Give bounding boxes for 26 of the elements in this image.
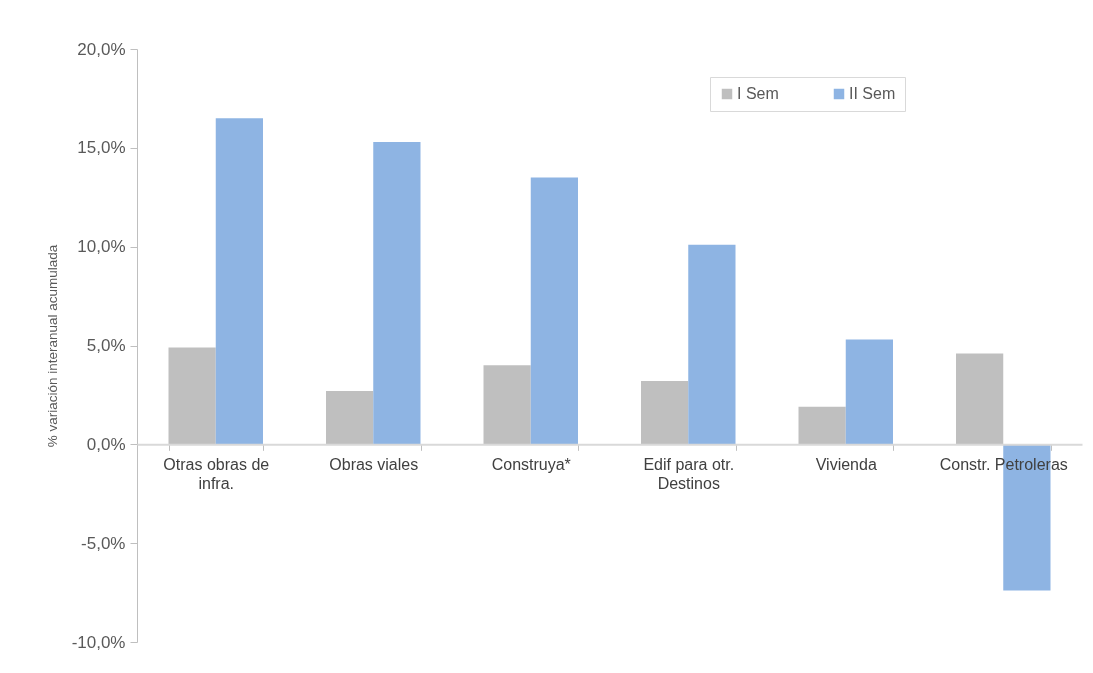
bar [168, 347, 216, 445]
bar [798, 406, 846, 445]
y-axis-title: % variación interanual acumulada [44, 244, 60, 448]
bar [373, 141, 421, 445]
y-tick-label: -5,0% [81, 533, 126, 553]
bar [483, 365, 531, 445]
bar [641, 381, 689, 445]
legend-label: I Sem [737, 85, 779, 102]
y-tick-label: -10,0% [71, 632, 126, 652]
x-tick-label: Otras obras de infra. [163, 455, 270, 492]
y-tick-label: 20,0% [77, 39, 126, 59]
y-tick-label: 5,0% [86, 336, 126, 355]
y-tick-label: 0,0% [86, 434, 126, 454]
bar [326, 390, 374, 445]
bar [845, 339, 893, 445]
x-tick-label: Vivienda [815, 455, 877, 473]
bar [530, 177, 578, 445]
legend-label: II Sem [849, 85, 896, 102]
bar [688, 244, 736, 445]
bar [956, 353, 1004, 445]
y-tick-label: 10,0% [77, 237, 126, 257]
bar [215, 118, 263, 445]
y-tick-label: 15,0% [77, 138, 126, 158]
x-tick-label: Edif para otr. Destinos [643, 455, 735, 492]
x-tick-label: Obras viales [329, 455, 419, 473]
x-tick-label: Construya* [491, 455, 571, 473]
